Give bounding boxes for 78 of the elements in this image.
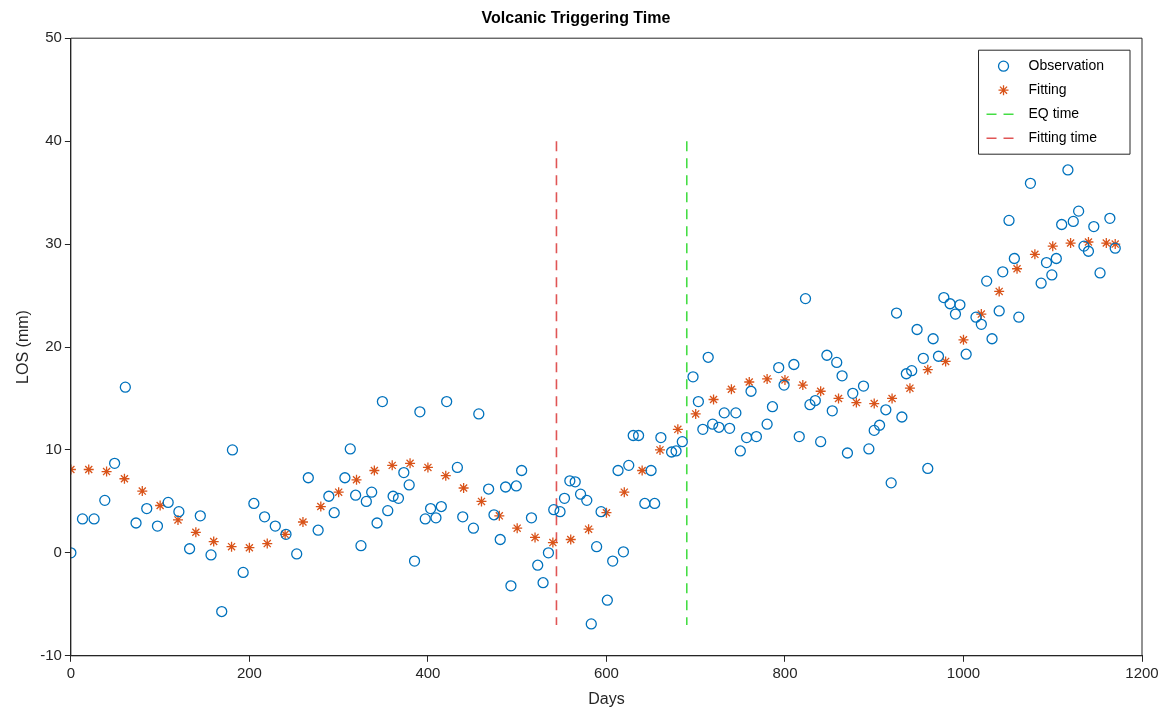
point bbox=[118, 473, 131, 485]
point bbox=[511, 522, 523, 534]
point bbox=[386, 459, 398, 472]
y-tick-label: 30 bbox=[45, 234, 62, 252]
point bbox=[654, 444, 666, 456]
y-tick-label: 40 bbox=[45, 131, 62, 149]
point bbox=[868, 397, 880, 410]
point bbox=[422, 461, 434, 474]
x-tick-label: 0 bbox=[66, 663, 76, 681]
point bbox=[636, 464, 648, 477]
point bbox=[404, 457, 416, 469]
point bbox=[582, 523, 595, 535]
point bbox=[225, 541, 238, 553]
y-tick-label: -10 bbox=[40, 645, 62, 663]
x-tick-label: 200 bbox=[236, 663, 262, 681]
point bbox=[83, 463, 95, 476]
x-axis-title: Days bbox=[588, 689, 625, 707]
point bbox=[1029, 248, 1041, 261]
y-axis-title: LOS (mm) bbox=[14, 310, 32, 384]
point bbox=[707, 393, 720, 406]
point bbox=[797, 379, 809, 391]
legend-label: Fitting time bbox=[1028, 129, 1098, 146]
point bbox=[315, 500, 327, 513]
point bbox=[440, 470, 452, 482]
y-tick-label: 20 bbox=[45, 337, 62, 355]
legend-label: Fitting bbox=[1028, 81, 1067, 98]
point bbox=[136, 485, 148, 497]
point bbox=[725, 383, 738, 395]
point bbox=[493, 510, 505, 522]
point bbox=[690, 408, 702, 420]
point bbox=[850, 396, 863, 409]
point bbox=[618, 486, 630, 498]
point bbox=[779, 374, 791, 386]
point bbox=[993, 285, 1005, 298]
point bbox=[547, 536, 559, 549]
point bbox=[457, 482, 470, 494]
y-tick-label: 0 bbox=[53, 543, 62, 561]
point bbox=[922, 364, 934, 376]
x-tick-label: 800 bbox=[772, 663, 798, 681]
point bbox=[1100, 237, 1112, 249]
y-tick-label: 10 bbox=[45, 440, 62, 458]
point bbox=[333, 486, 345, 498]
point bbox=[368, 464, 381, 477]
point bbox=[1109, 238, 1121, 250]
legend-label: Observation bbox=[1028, 57, 1104, 74]
point bbox=[350, 474, 363, 486]
x-tick-label: 400 bbox=[415, 663, 441, 681]
point bbox=[529, 531, 541, 544]
point bbox=[1064, 237, 1077, 249]
x-tick-label: 1000 bbox=[946, 663, 981, 681]
point bbox=[832, 392, 845, 405]
point bbox=[190, 526, 202, 538]
point bbox=[815, 385, 827, 397]
point bbox=[886, 392, 898, 405]
x-tick-label: 1200 bbox=[1125, 663, 1159, 681]
point bbox=[904, 382, 916, 394]
point bbox=[939, 355, 952, 368]
chart-title: Volcanic Triggering Time bbox=[481, 9, 671, 27]
point bbox=[743, 376, 755, 388]
point bbox=[1047, 240, 1059, 252]
point bbox=[208, 535, 220, 548]
point bbox=[261, 537, 273, 550]
point bbox=[672, 423, 684, 435]
point bbox=[243, 542, 256, 554]
point bbox=[297, 516, 309, 528]
point bbox=[1011, 263, 1023, 275]
point bbox=[475, 495, 488, 508]
point bbox=[957, 334, 970, 346]
point bbox=[565, 533, 577, 546]
legend-label: EQ time bbox=[1028, 105, 1080, 122]
point bbox=[172, 514, 184, 526]
point bbox=[761, 373, 773, 385]
x-tick-label: 600 bbox=[593, 663, 619, 681]
y-tick-label: 50 bbox=[45, 28, 62, 46]
point bbox=[600, 507, 613, 519]
point bbox=[154, 499, 166, 512]
point bbox=[100, 465, 113, 478]
point bbox=[975, 308, 987, 320]
